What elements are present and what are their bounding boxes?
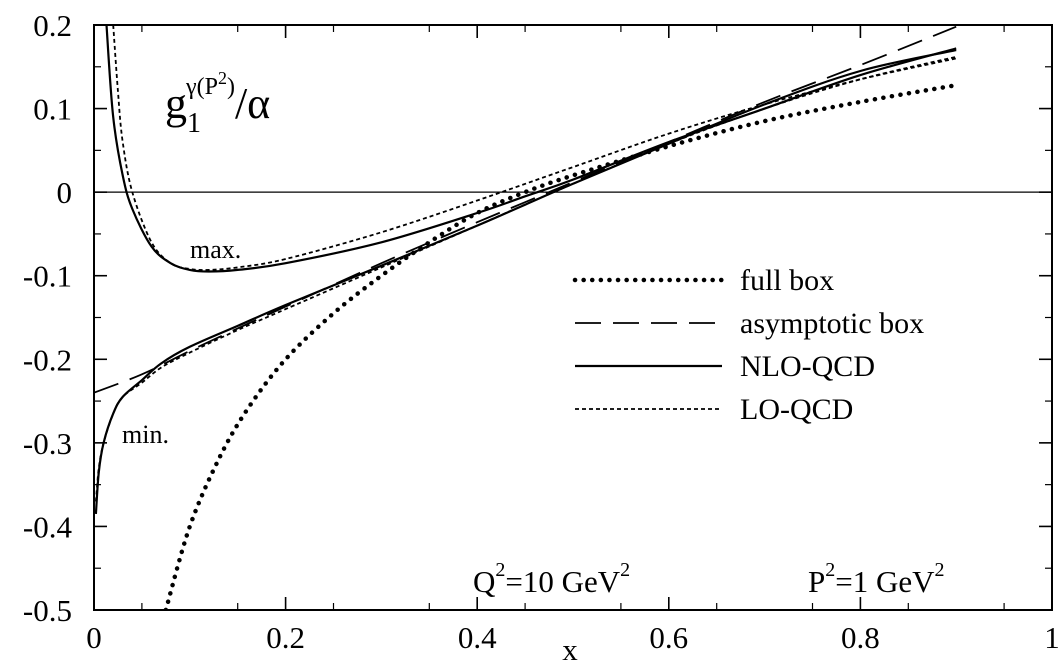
series-line-full-box	[163, 82, 959, 610]
title-subscript: 1	[187, 108, 201, 139]
series-line-lo-qcd-max-	[112, 25, 957, 271]
x-tick-label: 0.8	[841, 620, 880, 655]
legend-label-asymptotic-box: asymptotic box	[740, 307, 924, 340]
annotation-max: max.	[190, 235, 241, 264]
legend-label-lo-qcd: LO-QCD	[740, 393, 853, 426]
x-tick-label: 0.2	[266, 620, 305, 655]
axis-tick-labels: 0 0.2 0.4 0.6 0.8 1 0.2 0.1 0 -0.1 -0.2 -0.3 -0.4 -0.…	[23, 8, 1060, 655]
x-axis-label: x	[562, 632, 578, 662]
y-tick-label: -0.4	[23, 509, 73, 544]
y-tick-label: 0.1	[33, 92, 72, 127]
series-layer	[94, 25, 959, 610]
legend: full box asymptotic box NLO-QCD LO-QCD	[572, 264, 924, 426]
legend-label-full-box: full box	[740, 264, 834, 297]
annotation-p2: P2=1 GeV2	[808, 559, 945, 599]
title-superscript-close: )	[227, 74, 235, 100]
series-line-lo-qcd-min-	[95, 55, 957, 502]
annotation-q2: Q2=10 GeV2	[473, 559, 630, 599]
y-tick-label: -0.1	[23, 259, 72, 294]
annotation-min: min.	[122, 420, 169, 449]
legend-label-nlo-qcd: NLO-QCD	[740, 350, 875, 383]
title-superscript: γ(P	[185, 74, 218, 100]
x-tick-label: 0.6	[649, 620, 688, 655]
x-tick-label: 0.4	[458, 620, 497, 655]
y-tick-label: 0.2	[33, 8, 72, 43]
title-superscript-2: 2	[218, 68, 227, 88]
x-tick-label: 0	[86, 620, 102, 655]
axis-ticks	[93, 24, 1053, 611]
series-line-asymptotic-box	[94, 25, 957, 394]
y-tick-label: -0.2	[23, 342, 72, 377]
y-tick-label: -0.3	[23, 426, 72, 461]
x-tick-label: 1	[1044, 620, 1060, 655]
chart-title: g1γ(P2)/α	[165, 68, 270, 139]
series-line-nlo-qcd-min-	[94, 49, 957, 514]
y-tick-label: -0.5	[23, 593, 72, 628]
title-over-alpha: /α	[235, 79, 270, 128]
y-tick-label: 0	[57, 175, 73, 210]
